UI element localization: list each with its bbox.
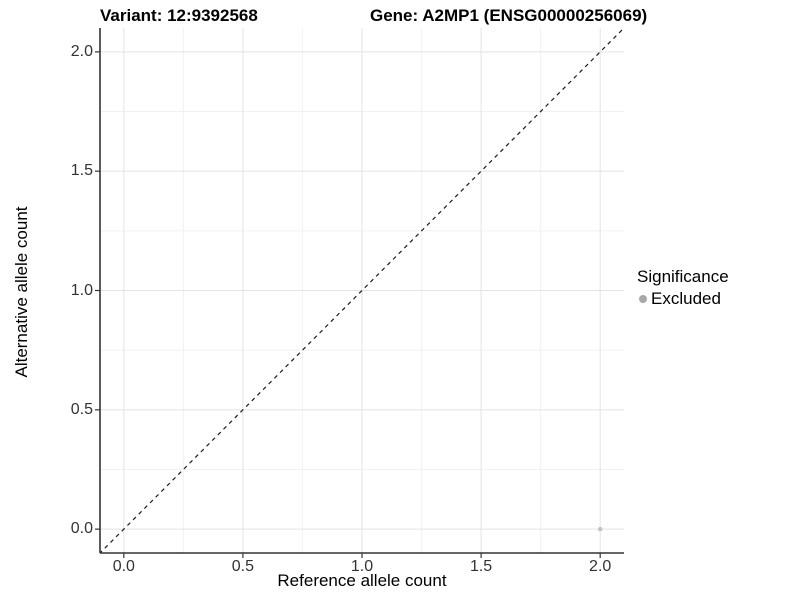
- x-tick-label: 0.5: [231, 558, 255, 575]
- gene-title: Gene: A2MP1 (ENSG00000256069): [370, 6, 648, 25]
- x-tick-label: 1.5: [469, 558, 493, 575]
- legend-title: Significance: [637, 267, 729, 286]
- legend-item-label: Excluded: [651, 289, 721, 308]
- variant-title: Variant: 12:9392568: [100, 6, 258, 25]
- x-axis-title: Reference allele count: [277, 571, 447, 590]
- legend: Significance Excluded: [637, 267, 729, 309]
- y-tick-label: 1.0: [70, 281, 93, 299]
- x-tick-label: 0.0: [112, 558, 135, 575]
- y-tick-label: 0.0: [70, 520, 93, 538]
- x-tick-label: 2.0: [589, 558, 612, 575]
- excluded-point-icon: [639, 295, 647, 303]
- y-axis-title: Alternative allele count: [12, 206, 31, 378]
- x-tick-label: 1.0: [350, 558, 374, 575]
- y-tick-label: 1.5: [70, 162, 93, 180]
- y-tick-label: 2.0: [70, 42, 93, 60]
- legend-item-excluded: Excluded: [639, 289, 729, 309]
- y-tick-label: 0.5: [70, 400, 93, 418]
